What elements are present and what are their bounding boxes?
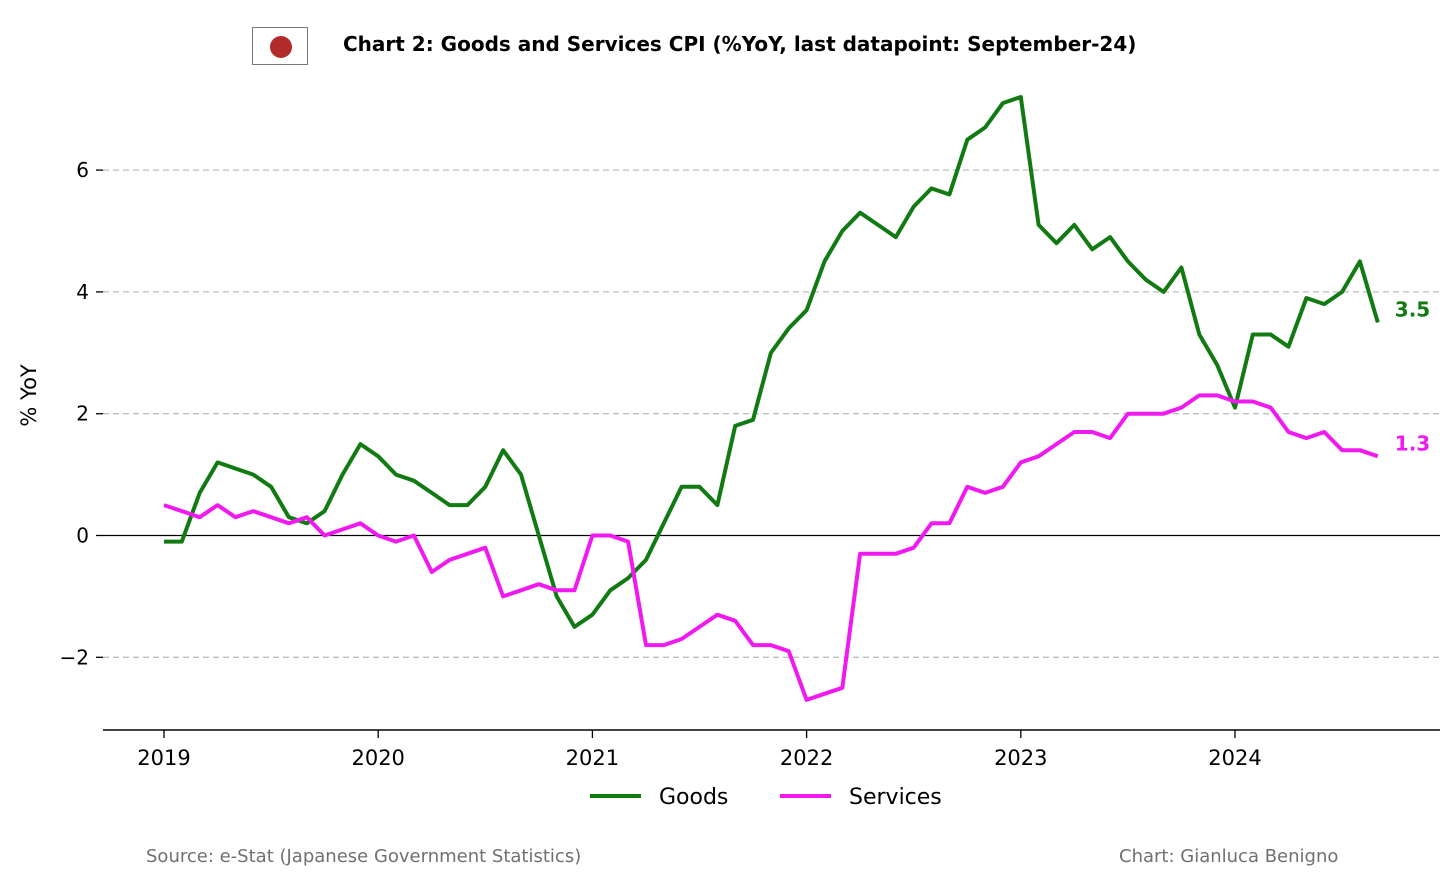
- x-tick-label: 2020: [351, 746, 404, 770]
- y-tick-label: 2: [76, 402, 89, 426]
- y-axis-label: % YoY: [17, 364, 41, 427]
- end-label-goods: 3.5: [1395, 297, 1430, 321]
- series-line-goods: [164, 95, 1380, 629]
- legend-label-goods: Goods: [659, 785, 728, 810]
- series-line-services: [163, 393, 1379, 702]
- japan-flag-icon: [252, 27, 308, 65]
- end-label-services: 1.3: [1395, 431, 1430, 455]
- chart-title: Chart 2: Goods and Services CPI (%YoY, l…: [343, 32, 1137, 56]
- source-note: Source: e-Stat (Japanese Government Stat…: [146, 846, 582, 867]
- chart-credit: Chart: Gianluca Benigno: [1119, 846, 1339, 867]
- x-tick-label: 2019: [137, 746, 190, 770]
- legend-label-services: Services: [849, 785, 942, 810]
- y-tick-label: −2: [60, 645, 89, 669]
- y-tick-label: 6: [76, 158, 89, 182]
- x-tick-label: 2023: [994, 746, 1047, 770]
- y-tick-label: 0: [76, 524, 89, 548]
- x-tick-label: 2022: [780, 746, 833, 770]
- x-tick-label: 2021: [566, 746, 619, 770]
- y-tick-label: 4: [76, 280, 89, 304]
- flag-red-disc: [270, 36, 292, 58]
- x-tick-label: 2024: [1208, 746, 1261, 770]
